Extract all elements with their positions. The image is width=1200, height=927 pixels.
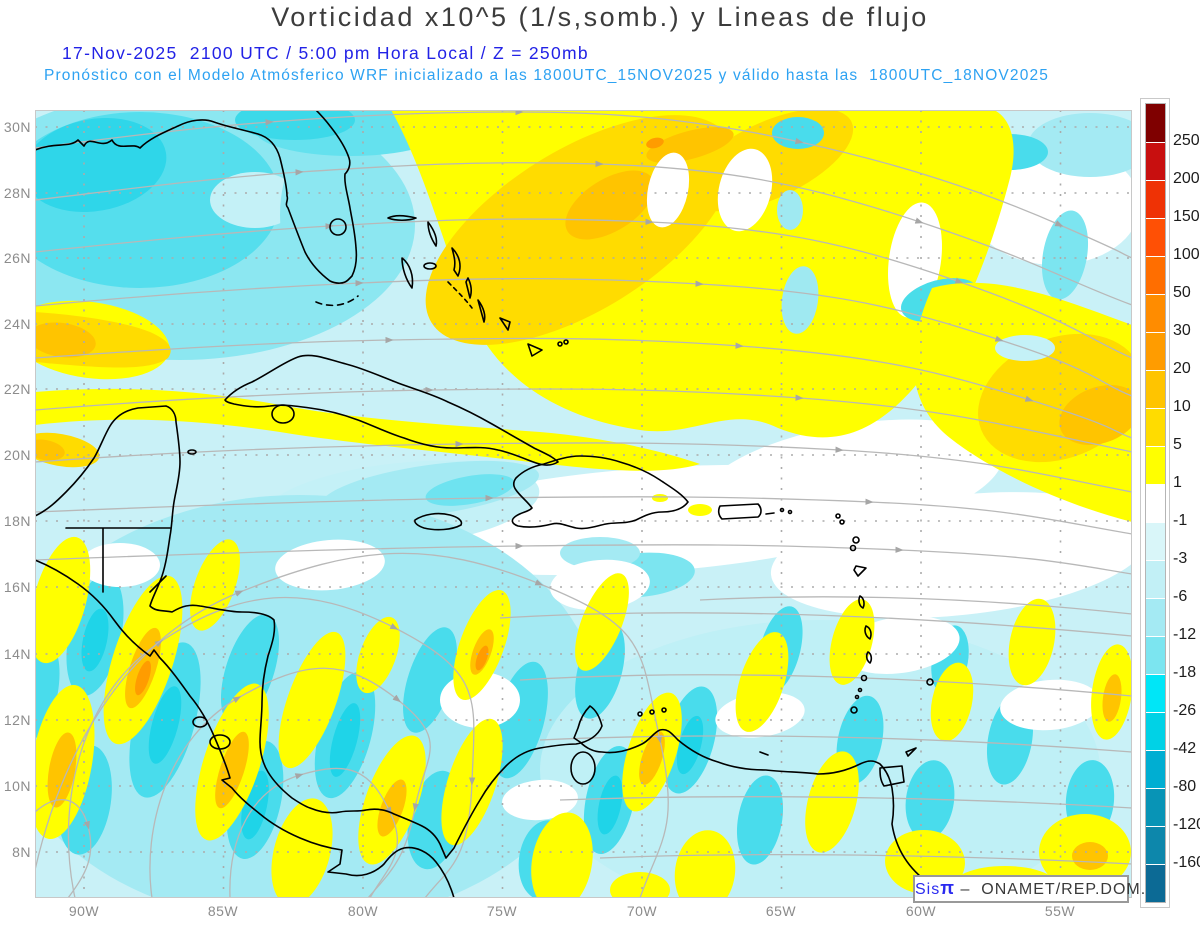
colorbar-label: 5 xyxy=(1173,436,1182,453)
colorbar-segment xyxy=(1146,256,1165,294)
lat-label: 10N xyxy=(3,778,31,794)
watermark-brand: Sis xyxy=(915,881,941,898)
colorbar-label: 50 xyxy=(1173,284,1191,301)
colorbar-label: 200 xyxy=(1173,170,1200,187)
page-title: Vorticidad x10^5 (1/s,somb.) y Lineas de… xyxy=(271,2,929,32)
colorbar-segment xyxy=(1146,522,1165,560)
colorbar-segment xyxy=(1146,446,1165,484)
colorbar-label: 1 xyxy=(1173,474,1182,491)
coastlines-layer xyxy=(35,110,981,898)
colorbar-label: -160 xyxy=(1173,854,1200,871)
colorbar-segment xyxy=(1146,598,1165,636)
lat-label: 12N xyxy=(3,712,31,728)
lat-label: 18N xyxy=(3,513,31,529)
lon-label: 75W xyxy=(486,903,518,919)
colorbar-label: -1 xyxy=(1173,512,1188,529)
colorbar-label: -3 xyxy=(1173,550,1188,567)
lat-label: 20N xyxy=(3,447,31,463)
vorticity-fill-layer xyxy=(35,110,1132,898)
colorbar-segment xyxy=(1146,712,1165,750)
lat-label: 14N xyxy=(3,646,31,662)
lat-label: 24N xyxy=(3,316,31,332)
colorbar xyxy=(1145,103,1166,903)
colorbar-label: 30 xyxy=(1173,322,1191,339)
lat-label: 8N xyxy=(12,844,31,860)
colorbar-segment xyxy=(1146,218,1165,256)
lon-label: 55W xyxy=(1044,903,1076,919)
colorbar-segment xyxy=(1146,180,1165,218)
lat-label: 22N xyxy=(3,381,31,397)
colorbar-segment xyxy=(1146,484,1165,522)
colorbar-label: 100 xyxy=(1173,246,1200,263)
colorbar-segment xyxy=(1146,826,1165,864)
lon-label: 60W xyxy=(905,903,937,919)
colorbar-segment xyxy=(1146,636,1165,674)
watermark-agency: ONAMET/REP.DOM. xyxy=(981,881,1147,898)
colorbar-label: 20 xyxy=(1173,360,1191,377)
lon-label: 65W xyxy=(765,903,797,919)
lon-label: 70W xyxy=(626,903,658,919)
colorbar-segment xyxy=(1146,142,1165,180)
lat-label: 26N xyxy=(3,250,31,266)
map-frame xyxy=(35,110,1132,898)
colorbar-label: -120 xyxy=(1173,816,1200,833)
streamlines-layer xyxy=(35,110,1132,898)
colorbar-segment xyxy=(1146,788,1165,826)
colorbar-label: -12 xyxy=(1173,626,1197,643)
lat-label: 30N xyxy=(3,119,31,135)
colorbar-segment xyxy=(1146,750,1165,788)
colorbar-segment xyxy=(1146,674,1165,712)
colorbar-segment xyxy=(1146,408,1165,446)
colorbar-label: -18 xyxy=(1173,664,1197,681)
colorbar-segment xyxy=(1146,332,1165,370)
colorbar-segment xyxy=(1146,864,1165,902)
lat-label: 28N xyxy=(3,185,31,201)
colorbar-label: 150 xyxy=(1173,208,1200,225)
lat-label: 16N xyxy=(3,579,31,595)
colorbar-label: 250 xyxy=(1173,132,1200,149)
colorbar-label: -42 xyxy=(1173,740,1197,757)
colorbar-segment xyxy=(1146,104,1165,142)
colorbar-label: -6 xyxy=(1173,588,1188,605)
lon-label: 90W xyxy=(68,903,100,919)
map-canvas xyxy=(35,110,1132,898)
valid-time-line: 17-Nov-2025 2100 UTC / 5:00 pm Hora Loca… xyxy=(62,43,589,63)
watermark-separator: – xyxy=(955,881,982,898)
model-init-line: Pronóstico con el Modelo Atmósferico WRF… xyxy=(44,67,1050,84)
colorbar-segment xyxy=(1146,560,1165,598)
colorbar-label: 10 xyxy=(1173,398,1191,415)
colorbar-label: -80 xyxy=(1173,778,1197,795)
pi-symbol: π xyxy=(940,878,956,898)
colorbar-segment xyxy=(1146,370,1165,408)
watermark-box: Sisπ – ONAMET/REP.DOM. xyxy=(913,875,1145,903)
lon-label: 80W xyxy=(347,903,379,919)
colorbar-segment xyxy=(1146,294,1165,332)
colorbar-label: -26 xyxy=(1173,702,1197,719)
lon-label: 85W xyxy=(207,903,239,919)
